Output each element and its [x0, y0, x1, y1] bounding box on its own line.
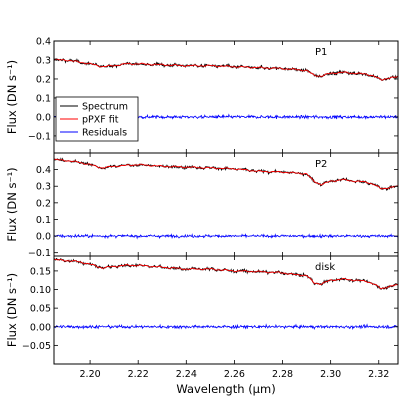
y-tick-label: 0.1: [36, 93, 51, 104]
panel-frame: [53, 255, 399, 365]
spectrum-line: [54, 157, 398, 192]
panel-2: −0.1 0.0 0.1 0.2 0.3 0.4 Flux (DN s⁻¹) P2: [5, 152, 399, 259]
y-tick-label: −0.1: [28, 131, 51, 142]
legend-label: Spectrum: [82, 102, 128, 113]
x-tick-label: 2.28: [272, 369, 293, 380]
x-tick-label: 2.24: [176, 369, 197, 380]
panel-label: P1: [315, 47, 327, 58]
y-tick-label: 0.10: [30, 285, 51, 296]
y-tick-label: 0.0: [36, 112, 51, 123]
residuals-line: [54, 323, 398, 331]
y-tick-label: −0.05: [22, 341, 51, 352]
legend-label: Residuals: [82, 128, 127, 139]
x-tick-label: 2.20: [80, 369, 101, 380]
panel-label: disk: [315, 262, 335, 273]
y-tick-label: 0.3: [36, 55, 51, 66]
y-tick-label: 0.0: [36, 232, 51, 243]
plot-root: −0.1 0.0 0.1 0.2 0.3 0.4 Flux (DN s⁻¹) P1 −0.1 0.…: [5, 37, 399, 380]
y-tick-label: 0.3: [36, 182, 51, 193]
residuals-line: [54, 233, 398, 240]
x-tick-label: 2.30: [320, 369, 341, 380]
ppxf-fit-line: [54, 158, 398, 190]
ppxf-fit-line: [54, 258, 398, 290]
panel-label: P2: [315, 159, 327, 170]
y-tick-label: 0.2: [36, 74, 51, 85]
panel-3: −0.05 0.00 0.05 0.10 0.15 Flux (DN s⁻¹) disk: [5, 255, 399, 365]
y-axis-label: Flux (DN s⁻¹): [5, 60, 19, 134]
spectrum-line: [54, 257, 398, 290]
y-tick-label: 0.1: [36, 215, 51, 226]
y-tick-label: 0.4: [36, 37, 51, 48]
y-tick-label: 0.00: [30, 322, 51, 333]
y-tick-label: 0.2: [36, 198, 51, 209]
panel-traces: [54, 257, 398, 331]
x-tick-label: 2.22: [128, 369, 149, 380]
ppxf-fit-line: [54, 58, 398, 81]
y-axis-label: Flux (DN s⁻¹): [5, 167, 19, 241]
legend-label: pPXF fit: [82, 115, 119, 126]
legend: Spectrum pPXF fit Residuals: [55, 96, 139, 142]
x-tick-label: 2.32: [368, 369, 389, 380]
y-tick-label: 0.05: [30, 304, 51, 315]
x-axis-label: Wavelength (μm): [176, 382, 275, 396]
x-tick-label: 2.26: [224, 369, 245, 380]
panel-traces: [54, 157, 398, 240]
y-tick-label: −0.1: [28, 248, 51, 259]
y-tick-label: 0.15: [30, 266, 51, 277]
spectrum-line: [54, 57, 398, 81]
y-tick-label: 0.4: [36, 165, 51, 176]
y-axis-label: Flux (DN s⁻¹): [5, 273, 19, 347]
